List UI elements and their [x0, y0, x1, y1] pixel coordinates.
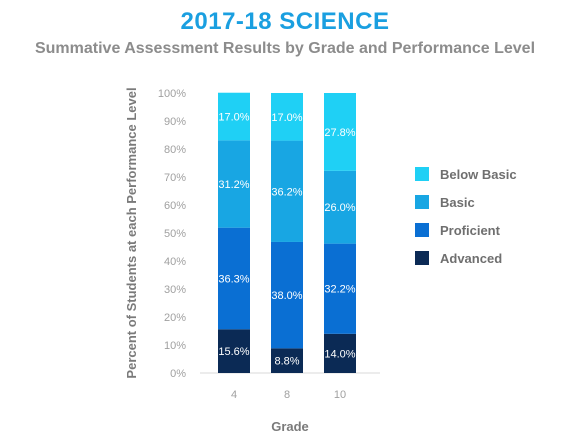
- bar-segment: [271, 241, 303, 349]
- legend-label: Advanced: [440, 251, 502, 266]
- bar-segment: [324, 93, 356, 171]
- bar-segment: [324, 243, 356, 334]
- x-axis-title: Grade: [271, 419, 309, 434]
- legend-swatch: [415, 251, 429, 265]
- data-label: 17.0%: [271, 112, 302, 124]
- bar-segment: [218, 227, 250, 330]
- data-label: 27.8%: [324, 127, 355, 139]
- data-label: 32.2%: [324, 284, 355, 296]
- y-tick-label: 20%: [164, 312, 186, 324]
- data-label: 38.0%: [271, 290, 302, 302]
- data-label: 15.6%: [218, 346, 249, 358]
- y-tick-label: 0%: [170, 368, 186, 380]
- y-tick-label: 10%: [164, 340, 186, 352]
- legend-swatch: [415, 167, 429, 181]
- bar-segment: [324, 170, 356, 244]
- x-tick-label: 4: [231, 389, 237, 401]
- y-tick-label: 50%: [164, 228, 186, 240]
- bar-segment: [271, 140, 303, 242]
- y-tick-label: 60%: [164, 200, 186, 212]
- y-tick-label: 40%: [164, 256, 186, 268]
- y-tick-label: 70%: [164, 172, 186, 184]
- data-label: 17.0%: [218, 112, 249, 124]
- y-tick-label: 30%: [164, 284, 186, 296]
- data-label: 14.0%: [324, 348, 355, 360]
- bar-segment: [218, 140, 250, 228]
- data-label: 26.0%: [324, 202, 355, 214]
- legend-swatch: [415, 223, 429, 237]
- data-label: 36.3%: [218, 274, 249, 286]
- data-label: 8.8%: [274, 356, 299, 368]
- legend-label: Below Basic: [440, 167, 517, 182]
- x-tick-label: 10: [334, 389, 346, 401]
- legend-label: Basic: [440, 195, 475, 210]
- bar-segment: [271, 348, 303, 373]
- x-tick-label: 8: [284, 389, 290, 401]
- data-label: 31.2%: [218, 179, 249, 191]
- bar-segment: [218, 329, 250, 373]
- bar-segment: [271, 93, 303, 141]
- chart-title: 2017-18 SCIENCE: [180, 8, 390, 35]
- bar-segment: [324, 333, 356, 373]
- legend-swatch: [415, 195, 429, 209]
- y-tick-label: 90%: [164, 116, 186, 128]
- y-tick-label: 80%: [164, 144, 186, 156]
- legend-label: Proficient: [440, 223, 501, 238]
- data-label: 36.2%: [271, 186, 302, 198]
- bar-segment: [218, 92, 250, 141]
- y-axis-title: Percent of Students at each Performance …: [124, 87, 139, 378]
- chart-subtitle: Summative Assessment Results by Grade an…: [34, 40, 536, 57]
- y-tick-label: 100%: [158, 88, 186, 100]
